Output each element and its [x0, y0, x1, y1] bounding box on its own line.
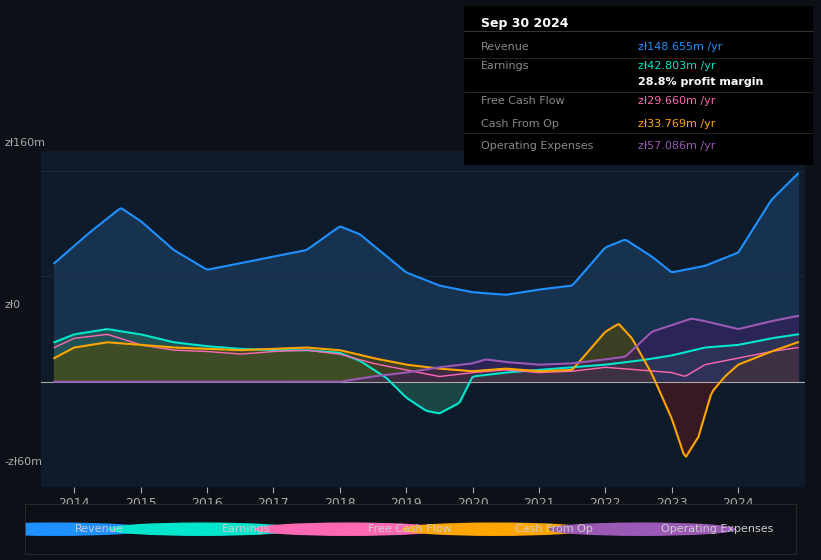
- Text: Earnings: Earnings: [481, 61, 530, 71]
- Text: zł148.655m /yr: zł148.655m /yr: [639, 42, 722, 52]
- Text: Revenue: Revenue: [481, 42, 530, 52]
- Text: Earnings: Earnings: [222, 524, 270, 534]
- Circle shape: [549, 523, 735, 535]
- Circle shape: [109, 523, 295, 535]
- Text: Cash From Op: Cash From Op: [481, 119, 559, 129]
- Text: Free Cash Flow: Free Cash Flow: [481, 96, 565, 106]
- Text: Operating Expenses: Operating Expenses: [662, 524, 773, 534]
- Text: -zł60m: -zł60m: [4, 457, 42, 467]
- Text: Revenue: Revenue: [75, 524, 123, 534]
- Text: Sep 30 2024: Sep 30 2024: [481, 17, 569, 30]
- Text: zł29.660m /yr: zł29.660m /yr: [639, 96, 716, 106]
- Text: Free Cash Flow: Free Cash Flow: [368, 524, 452, 534]
- Circle shape: [0, 523, 148, 535]
- Text: zł0: zł0: [4, 300, 21, 310]
- Text: zł42.803m /yr: zł42.803m /yr: [639, 61, 716, 71]
- Text: 28.8% profit margin: 28.8% profit margin: [639, 77, 764, 87]
- Circle shape: [256, 523, 442, 535]
- Circle shape: [403, 523, 588, 535]
- Text: Cash From Op: Cash From Op: [515, 524, 593, 534]
- Text: Operating Expenses: Operating Expenses: [481, 141, 594, 151]
- Text: zł33.769m /yr: zł33.769m /yr: [639, 119, 716, 129]
- Text: zł160m: zł160m: [4, 138, 45, 148]
- Text: zł57.086m /yr: zł57.086m /yr: [639, 141, 716, 151]
